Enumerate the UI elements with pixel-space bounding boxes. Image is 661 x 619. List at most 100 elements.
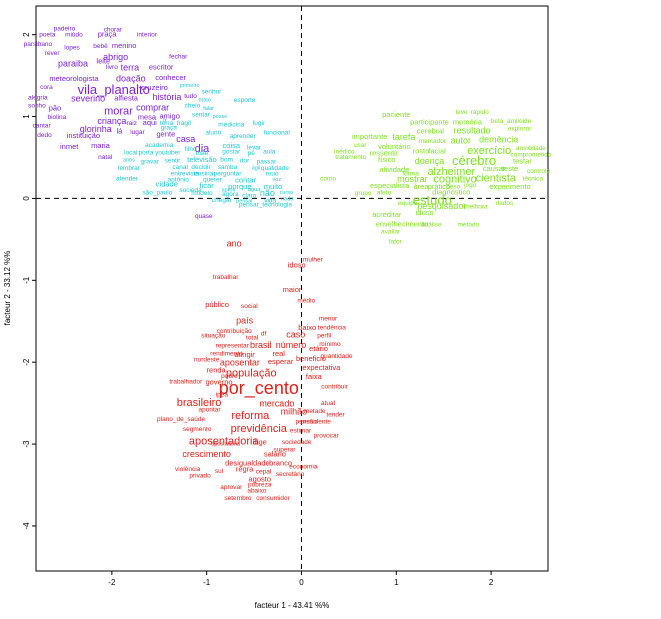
word-point: gostar (222, 148, 241, 155)
word-point: mulher (303, 257, 324, 264)
word-point: agosto (248, 474, 271, 483)
word-point: leve (456, 109, 468, 116)
word-point: bom (220, 157, 233, 164)
word-point: melhora (464, 203, 488, 210)
word-point: não (260, 188, 275, 198)
word-point: modelo (191, 190, 213, 197)
word-point: água (248, 187, 261, 193)
word-point: cognitivo (433, 174, 476, 186)
word-point: violência (175, 466, 201, 473)
word-point: leite (96, 57, 110, 66)
word-point: porta (139, 149, 154, 156)
word-point: história (152, 92, 181, 102)
word-point: autor (451, 135, 472, 145)
word-point: dedo (37, 132, 52, 139)
word-point: governo (205, 378, 232, 387)
word-point: controle (527, 168, 551, 175)
word-point: df (261, 330, 267, 337)
word-point: ressentir (370, 148, 399, 157)
word-point: querer (203, 176, 223, 183)
word-point: social (241, 303, 258, 310)
word-point: filho (185, 146, 197, 153)
word-point: dia (195, 143, 211, 155)
word-point: tudo (184, 93, 197, 100)
word-point: consumidor (256, 495, 290, 502)
word-point: acreditar (372, 210, 402, 219)
x-tick-label: -1 (203, 578, 211, 587)
word-point: pesquisador (417, 201, 466, 211)
word-point: rosto (413, 147, 430, 156)
x-tick-label: 2 (489, 578, 494, 587)
word-point: posse (213, 114, 228, 120)
word-point: jogo (463, 182, 477, 189)
word-point: população (226, 368, 277, 380)
word-point: plano_de_saúde (157, 416, 205, 423)
word-point: canal (172, 164, 188, 171)
word-point: miúdo (65, 31, 83, 38)
word-point: lopes (64, 44, 80, 51)
x-tick-label: -2 (108, 578, 116, 587)
word-point: especialista (370, 181, 410, 190)
x-axis-ticks: -2 -1 0 1 2 (108, 571, 494, 587)
y-axis-ticks: -4 -3 -2 -1 0 1 2 (22, 32, 36, 530)
word-point: interior (137, 31, 158, 38)
word-point: passar (257, 158, 277, 165)
word-point: lá (117, 126, 124, 135)
word-point: academia (145, 142, 174, 149)
word-point: provocar (313, 433, 339, 440)
word-point: médio (297, 298, 315, 305)
word-point: real (272, 349, 285, 358)
word-point: setembro (224, 495, 251, 502)
word-point: anos (123, 157, 135, 163)
word-point: morar (104, 106, 133, 118)
word-point: padeiro (54, 26, 76, 33)
word-point: aqui (143, 118, 158, 127)
word-point: parsibano (24, 41, 53, 48)
word-point: reforma (231, 410, 270, 422)
word-point: youtuber (155, 149, 181, 156)
word-point: paciente (382, 110, 410, 119)
word-point: chegar (212, 197, 233, 204)
word-point: senhor (201, 89, 222, 96)
x-tick-label: 1 (394, 578, 399, 587)
word-point: rápido (471, 109, 489, 116)
word-point: rever (45, 50, 61, 57)
word-point: criança (97, 116, 126, 126)
word-point: aula (263, 148, 276, 155)
y-tick-label: 1 (22, 114, 31, 119)
word-point: rouo (266, 171, 279, 178)
word-point: meteorologista (49, 74, 99, 83)
word-point: pensão (296, 419, 318, 426)
word-point: fechar (169, 53, 188, 60)
word-point: biolina (47, 114, 66, 121)
word-point: análise (421, 221, 442, 228)
word-point: beta_amiloide (491, 118, 532, 125)
word-point: escritor (149, 62, 174, 71)
word-point: tratamento (335, 154, 366, 161)
word-point: maior (283, 285, 302, 294)
word-point: testar (513, 157, 532, 166)
word-point: pé (248, 150, 256, 157)
word-point: amigo (159, 112, 179, 121)
word-point: gravar (141, 158, 160, 165)
word-point: conhecer (155, 73, 186, 82)
word-point: mato (199, 98, 211, 104)
word-point: ansiedade (516, 145, 546, 152)
word-point: idoso (416, 208, 434, 217)
word-point: doença (415, 156, 445, 166)
word-point: comprometido (510, 152, 552, 159)
word-point: dados (496, 200, 514, 207)
word-point: por_cento (219, 378, 299, 399)
word-point: pão (49, 103, 62, 112)
word-point: atender (116, 175, 139, 182)
word-point: sentir (165, 157, 182, 164)
word-point: pobre (221, 373, 238, 380)
word-point: etário (309, 344, 328, 353)
word-point: experimento (489, 182, 530, 191)
word-point: lembrar (118, 165, 141, 172)
word-point: tender (326, 411, 345, 418)
word-point: local (124, 149, 138, 156)
word-point: curso (280, 190, 293, 196)
word-point: explorar (508, 126, 532, 133)
word-point: trabalhar (213, 274, 239, 281)
